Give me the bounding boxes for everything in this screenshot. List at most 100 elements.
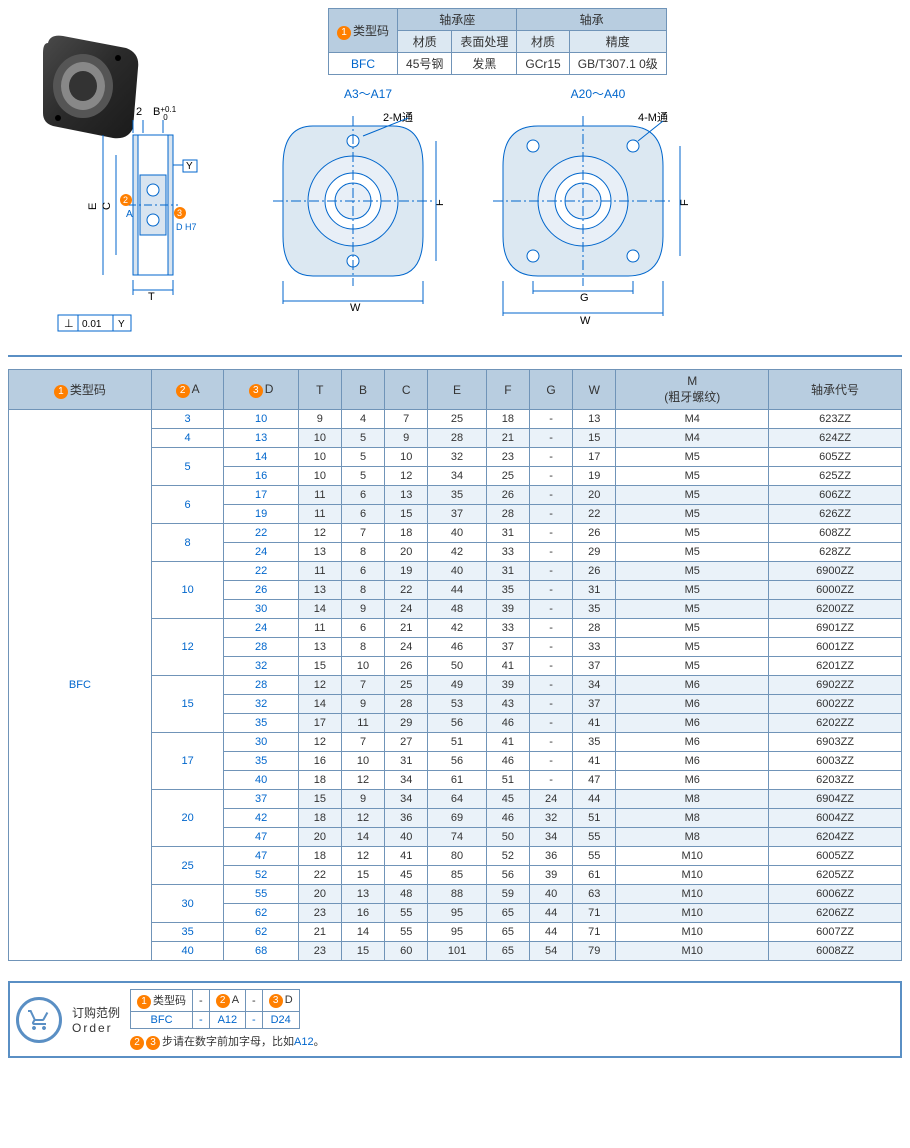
- data-cell: 62: [224, 904, 298, 923]
- data-cell: M5: [616, 486, 769, 505]
- data-cell: 55: [385, 923, 428, 942]
- data-cell: -: [529, 448, 572, 467]
- col-header: 轴承代号: [769, 370, 902, 410]
- data-cell: 26: [486, 486, 529, 505]
- data-cell: 28: [573, 619, 616, 638]
- data-cell: 12: [385, 467, 428, 486]
- data-cell: 18: [298, 847, 341, 866]
- svg-text:B+0.1 0: B+0.1 0: [153, 105, 177, 122]
- a-cell: 8: [151, 524, 224, 562]
- data-cell: 42: [224, 809, 298, 828]
- a-cell: 20: [151, 790, 224, 847]
- data-cell: 6004ZZ: [769, 809, 902, 828]
- data-cell: 26: [224, 581, 298, 600]
- data-cell: -: [529, 562, 572, 581]
- table-row: BFC3109472518-13M4623ZZ: [9, 410, 902, 429]
- data-cell: 42: [428, 543, 487, 562]
- data-cell: 6902ZZ: [769, 676, 902, 695]
- data-cell: 65: [486, 904, 529, 923]
- type-code-cell: BFC: [9, 410, 152, 961]
- data-cell: 6205ZZ: [769, 866, 902, 885]
- data-cell: 4: [341, 410, 384, 429]
- data-cell: M8: [616, 828, 769, 847]
- type-code: BFC: [329, 53, 398, 75]
- data-cell: 45: [385, 866, 428, 885]
- data-cell: M5: [616, 581, 769, 600]
- section-diagram: 2 B+0.1 0 Y E C 2 A 3 D H7 T: [48, 85, 248, 345]
- data-cell: 37: [428, 505, 487, 524]
- data-cell: 12: [298, 524, 341, 543]
- data-cell: 7: [341, 524, 384, 543]
- data-cell: 31: [486, 562, 529, 581]
- data-cell: 37: [573, 657, 616, 676]
- data-cell: 18: [385, 524, 428, 543]
- data-cell: 101: [428, 942, 487, 961]
- data-cell: 6003ZZ: [769, 752, 902, 771]
- order-example-cell: -: [193, 1012, 210, 1029]
- data-cell: 11: [298, 505, 341, 524]
- data-cell: 51: [486, 771, 529, 790]
- data-cell: 80: [428, 847, 487, 866]
- data-cell: 28: [224, 676, 298, 695]
- data-cell: 44: [428, 581, 487, 600]
- data-cell: 64: [428, 790, 487, 809]
- a-cell: 17: [151, 733, 224, 790]
- data-cell: M5: [616, 562, 769, 581]
- data-cell: 28: [486, 505, 529, 524]
- a-cell: 30: [151, 885, 224, 923]
- group1: 轴承座: [398, 9, 517, 31]
- data-cell: 29: [573, 543, 616, 562]
- data-cell: 10: [224, 410, 298, 429]
- data-cell: 7: [385, 410, 428, 429]
- data-cell: M8: [616, 790, 769, 809]
- data-cell: 41: [573, 752, 616, 771]
- data-cell: 23: [298, 904, 341, 923]
- data-cell: 15: [298, 657, 341, 676]
- data-cell: 51: [573, 809, 616, 828]
- data-cell: 6002ZZ: [769, 695, 902, 714]
- a-cell: 25: [151, 847, 224, 885]
- data-cell: 6: [341, 562, 384, 581]
- data-cell: 18: [486, 410, 529, 429]
- data-cell: -: [529, 410, 572, 429]
- data-cell: 52: [486, 847, 529, 866]
- data-cell: 21: [486, 429, 529, 448]
- svg-text:F: F: [679, 199, 691, 206]
- data-cell: 79: [573, 942, 616, 961]
- data-cell: 6: [341, 505, 384, 524]
- svg-text:C: C: [101, 202, 113, 210]
- data-cell: 40: [385, 828, 428, 847]
- data-cell: 27: [385, 733, 428, 752]
- data-cell: 14: [341, 828, 384, 847]
- data-cell: M10: [616, 904, 769, 923]
- svg-text:D H7: D H7: [176, 222, 197, 232]
- data-cell: 47: [224, 847, 298, 866]
- data-cell: 608ZZ: [769, 524, 902, 543]
- data-cell: 59: [486, 885, 529, 904]
- data-cell: 34: [428, 467, 487, 486]
- data-cell: 56: [428, 752, 487, 771]
- diag-label-2: A20～A40: [488, 85, 708, 102]
- col-header: 3D: [224, 370, 298, 410]
- data-cell: 6005ZZ: [769, 847, 902, 866]
- data-cell: 18: [298, 809, 341, 828]
- cart-icon: [16, 997, 62, 1043]
- data-cell: 15: [341, 942, 384, 961]
- data-cell: 95: [428, 904, 487, 923]
- order-title: 订购范例: [72, 1004, 120, 1021]
- svg-text:W: W: [580, 315, 591, 327]
- data-cell: M10: [616, 866, 769, 885]
- data-cell: 15: [341, 866, 384, 885]
- data-cell: 36: [529, 847, 572, 866]
- data-cell: M5: [616, 543, 769, 562]
- data-cell: 16: [341, 904, 384, 923]
- data-cell: 13: [298, 543, 341, 562]
- diag-label-1: A3～A17: [268, 85, 468, 102]
- data-cell: M8: [616, 809, 769, 828]
- data-cell: 33: [486, 619, 529, 638]
- data-cell: 63: [573, 885, 616, 904]
- data-cell: 6206ZZ: [769, 904, 902, 923]
- data-cell: 13: [298, 638, 341, 657]
- a-cell: 4: [151, 429, 224, 448]
- data-cell: 32: [224, 695, 298, 714]
